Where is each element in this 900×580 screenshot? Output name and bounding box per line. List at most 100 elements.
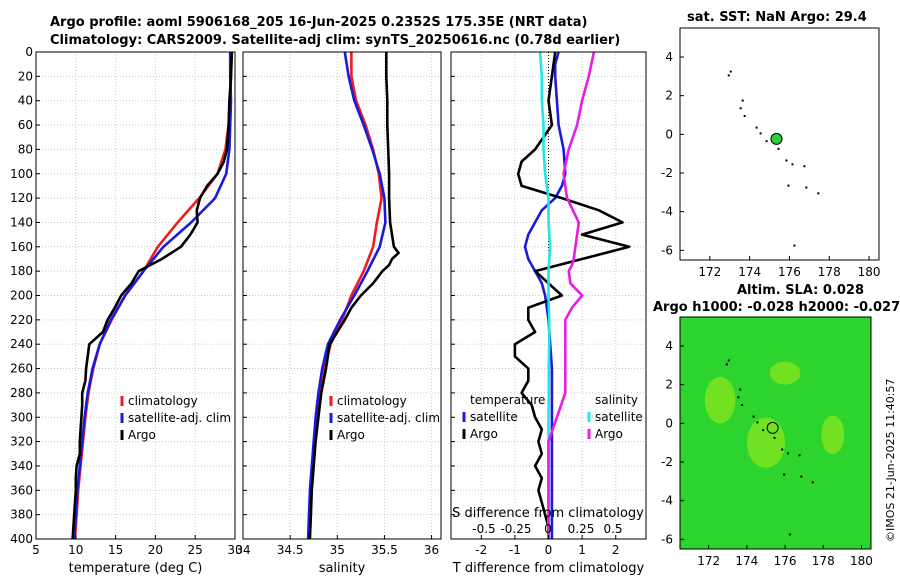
temp-ytick-label: 260 (10, 362, 33, 376)
diff-top-tick-label: 0.25 (568, 522, 595, 536)
temp-xtick-label: 5 (32, 543, 40, 557)
temp-ytick-label: 300 (10, 410, 33, 424)
figure-title-line2: Climatology: CARS2009. Satellite-adj cli… (50, 33, 621, 48)
sal-series-argo (308, 52, 400, 540)
sal-legend-1-label: satellite-adj. clim (337, 411, 440, 425)
map-ytick-label: 0 (665, 416, 673, 430)
sst-map-island (755, 126, 758, 129)
temp-legend-2-label: Argo (128, 428, 156, 442)
sla-map-island (739, 388, 742, 391)
diff-top-tick-label: 0 (544, 522, 552, 536)
sst-map-island (759, 132, 762, 135)
diff-xtick-label: -2 (475, 543, 487, 557)
temp-ytick-label: 160 (10, 240, 33, 254)
temp-ytick-label: 280 (10, 386, 33, 400)
map-ytick-label: -6 (661, 243, 673, 257)
sla-map-anomaly-1 (746, 417, 786, 468)
temp-ytick-label: 340 (10, 459, 33, 473)
sst-map-island (727, 74, 730, 77)
diff-series-temperature-argo (513, 51, 631, 539)
map-ytick-label: -6 (661, 532, 673, 546)
sla-map-island (788, 533, 791, 536)
sla-map-island (781, 448, 784, 451)
temp-xlabel: temperature (deg C) (69, 561, 203, 576)
diff-top-tick-label: 0.5 (603, 522, 622, 536)
sal-xtick-label: 34.5 (277, 543, 304, 557)
sst-map-island (741, 99, 744, 102)
temp-ytick-label: 360 (10, 483, 33, 497)
sst-map-island (787, 184, 790, 187)
temp-ytick-label: 200 (10, 289, 33, 303)
sal-xtick-label: 36 (424, 543, 439, 557)
diff-legend-t-argo-label: Argo (470, 427, 498, 441)
map-ytick-label: -2 (661, 455, 673, 469)
temp-ytick-label: 140 (10, 215, 33, 229)
map-ytick-label: 0 (665, 127, 673, 141)
map-xtick-label: 174 (735, 554, 758, 568)
sal-xtick-label: 34 (235, 543, 250, 557)
temp-ytick-label: 40 (18, 94, 33, 108)
temp-ytick-label: 320 (10, 435, 33, 449)
sal-xtick-label: 35 (330, 543, 345, 557)
map-xtick-label: 176 (778, 265, 801, 279)
sst-map-island (803, 165, 806, 168)
sst-map-island (777, 147, 780, 150)
sla-map-island (783, 473, 786, 476)
map-xtick-label: 172 (698, 265, 721, 279)
temp-ytick-label: 0 (25, 45, 33, 59)
sla-map-anomaly-0 (704, 376, 736, 424)
temp-legend-1-label: satellite-adj. clim (128, 411, 231, 425)
sla-map-anomaly-3 (769, 361, 801, 385)
temp-ytick-label: 20 (18, 69, 33, 83)
map-ytick-label: -4 (661, 494, 673, 508)
sla-map-island (762, 429, 765, 432)
diff-xtick-label: 0 (545, 543, 553, 557)
temp-ytick-label: 60 (18, 118, 33, 132)
temp-xtick-label: 25 (188, 543, 203, 557)
sla-map-island (800, 475, 803, 478)
map-xtick-label: 174 (738, 265, 761, 279)
map-ytick-label: 2 (665, 89, 673, 103)
sla-map-island (786, 452, 789, 455)
temp-ytick-label: 220 (10, 313, 33, 327)
sla-map-title: Altim. SLA: 0.028 (737, 283, 864, 298)
diff-legend-t-sat-label: satellite (470, 410, 518, 424)
sla-map-anomaly-2 (821, 415, 845, 455)
temp-ytick-label: 380 (10, 508, 33, 522)
temp-ytick-label: 240 (10, 337, 33, 351)
map-ytick-label: -4 (661, 205, 673, 219)
map-xtick-label: 180 (858, 265, 881, 279)
sst-map-island (805, 186, 808, 189)
sal-series-satellite-adj-clim (306, 51, 387, 540)
temp-xtick-label: 30 (227, 543, 242, 557)
sst-map-frame (679, 27, 880, 261)
map-ytick-label: 4 (665, 50, 673, 64)
sal-xlabel: salinity (319, 561, 366, 576)
sst-map-island (729, 70, 732, 73)
figure-title-line1: Argo profile: aoml 5906168_205 16-Jun-20… (50, 15, 588, 30)
diff-xtick-label: -1 (509, 543, 521, 557)
temp-xtick-label: 15 (108, 543, 123, 557)
sal-xtick-label: 35.5 (371, 543, 398, 557)
temp-legend-0-label: climatology (128, 394, 198, 408)
temp-ytick-label: 180 (10, 264, 33, 278)
sst-map-argo-marker (770, 132, 783, 145)
diff-xtick-label: 1 (578, 543, 586, 557)
temp-xtick-label: 20 (148, 543, 163, 557)
map-xtick-label: 178 (818, 265, 841, 279)
diff-legend-s-sat-label: satellite (595, 410, 643, 424)
sal-legend-2-label: Argo (337, 428, 365, 442)
sst-map-island (785, 159, 788, 162)
diff-legend-s-title: salinity (595, 393, 638, 407)
map-ytick-label: 4 (665, 339, 673, 353)
temp-ytick-label: 100 (10, 167, 33, 181)
diff-top-tick-label: -0.5 (472, 522, 495, 536)
temp-ytick-label: 400 (10, 532, 33, 546)
sla-map-argo-marker (766, 421, 779, 434)
temp-xtick-label: 10 (68, 543, 83, 557)
sst-map-island (765, 140, 768, 143)
sla-map-island (741, 404, 744, 406)
sst-map-island (817, 192, 820, 195)
diff-series-salinity-argo (547, 51, 596, 539)
sst-map-island (739, 107, 742, 110)
